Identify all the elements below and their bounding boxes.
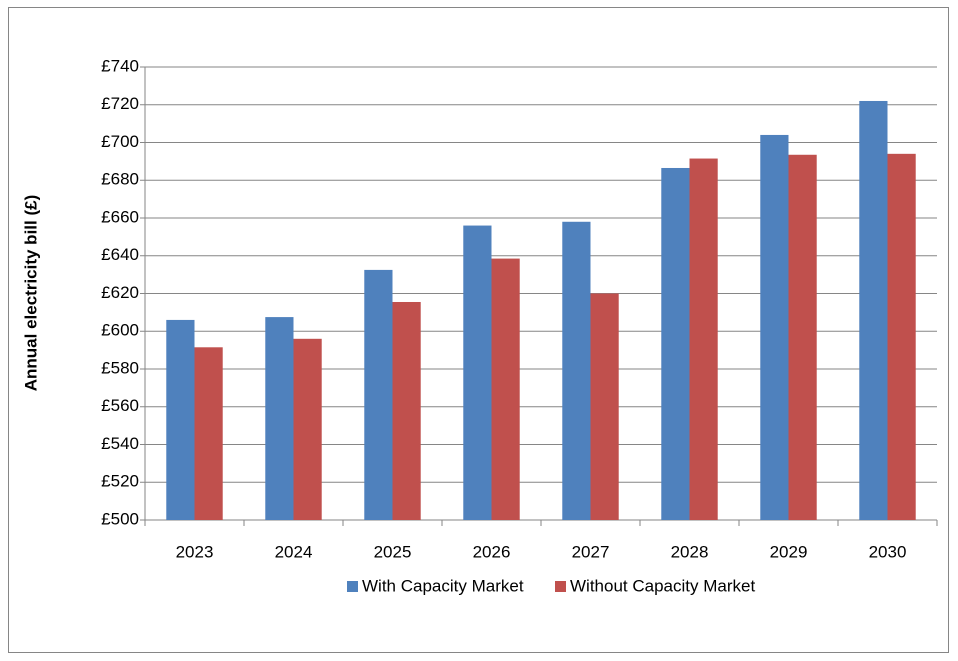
y-tick-label: £560 — [101, 396, 139, 415]
x-tick-label: 2030 — [869, 542, 907, 561]
bar — [562, 221, 591, 520]
bar — [463, 225, 492, 521]
y-axis-label: Annual electricity bill (£) — [21, 195, 40, 392]
y-tick-label: £620 — [101, 283, 139, 302]
bar — [788, 154, 817, 521]
x-tick-label: 2023 — [176, 542, 214, 561]
x-tick-label: 2025 — [374, 542, 412, 561]
legend-label: Without Capacity Market — [570, 576, 755, 595]
x-tick-label: 2027 — [572, 542, 610, 561]
y-tick-label: £540 — [101, 434, 139, 453]
y-tick-label: £580 — [101, 358, 139, 377]
y-tick-label: £600 — [101, 321, 139, 340]
bar — [194, 347, 223, 520]
bar — [392, 301, 421, 520]
y-tick-label: £660 — [101, 207, 139, 226]
bar — [590, 293, 619, 520]
legend-label: With Capacity Market — [362, 576, 524, 595]
bar — [293, 338, 322, 520]
x-tick-label: 2026 — [473, 542, 511, 561]
y-tick-label: £700 — [101, 132, 139, 151]
y-tick-label: £720 — [101, 94, 139, 113]
legend-swatch — [347, 581, 358, 592]
x-tick-label: 2029 — [770, 542, 808, 561]
bar — [859, 100, 888, 520]
bar — [689, 158, 718, 520]
bar — [166, 319, 195, 520]
bar — [760, 134, 789, 520]
bar — [364, 269, 393, 520]
bar — [661, 167, 690, 520]
bar — [491, 258, 520, 520]
x-tick-label: 2028 — [671, 542, 709, 561]
y-tick-label: £500 — [101, 509, 139, 528]
y-tick-label: £640 — [101, 245, 139, 264]
bar — [265, 317, 294, 520]
bar — [887, 153, 916, 520]
y-tick-label: £680 — [101, 170, 139, 189]
y-tick-label: £740 — [101, 56, 139, 75]
legend-swatch — [555, 581, 566, 592]
x-tick-label: 2024 — [275, 542, 313, 561]
y-tick-label: £520 — [101, 472, 139, 491]
